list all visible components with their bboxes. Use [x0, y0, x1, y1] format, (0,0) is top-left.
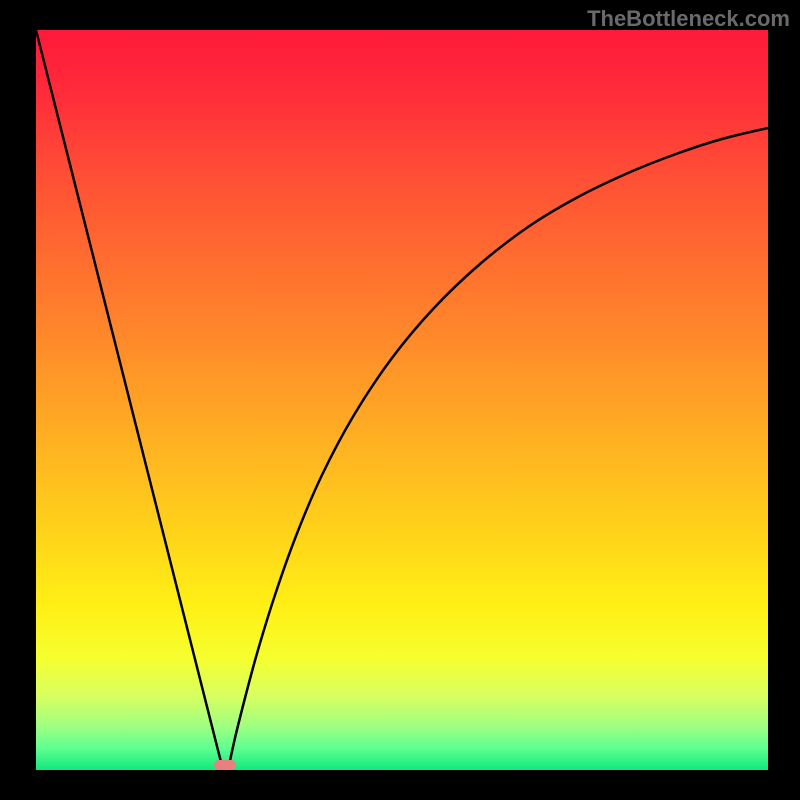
plot-area: [36, 30, 768, 770]
curve-left-branch: [36, 30, 223, 770]
curve-right-branch: [228, 128, 768, 770]
curve-svg: [0, 0, 800, 800]
chart-container: TheBottleneck.com: [0, 0, 800, 800]
minimum-marker: [214, 760, 236, 770]
